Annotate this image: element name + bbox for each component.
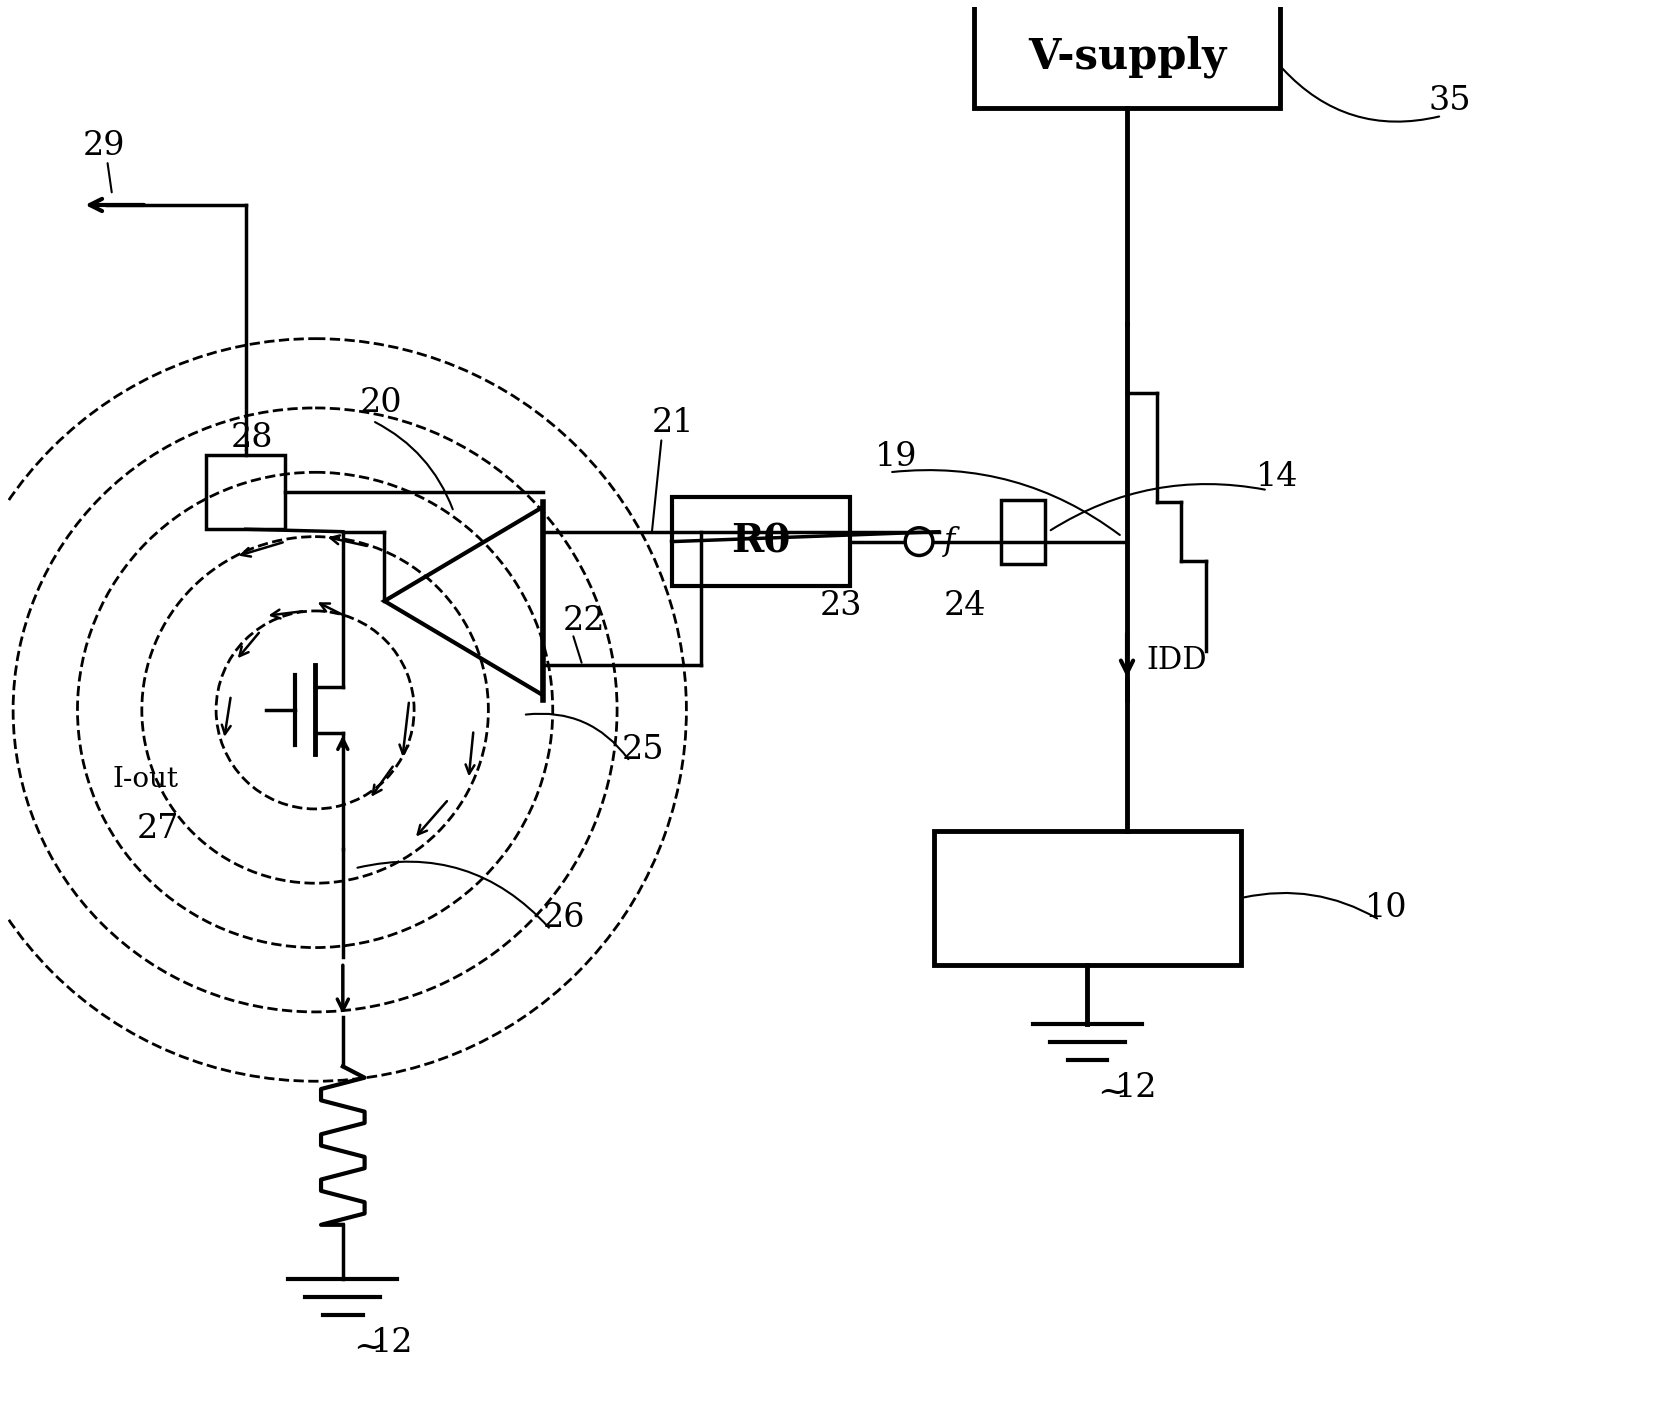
Text: 12: 12	[370, 1327, 414, 1359]
Text: 24: 24	[944, 590, 986, 622]
Text: 10: 10	[1365, 892, 1408, 924]
Text: 23: 23	[820, 590, 863, 622]
Text: 35: 35	[1429, 84, 1472, 117]
Text: 27: 27	[137, 813, 179, 844]
Text: ~: ~	[1097, 1075, 1128, 1109]
Text: 26: 26	[543, 902, 586, 934]
Text: 12: 12	[1115, 1072, 1158, 1103]
Text: I-out: I-out	[112, 765, 179, 792]
Text: 22: 22	[562, 605, 605, 637]
Text: R0: R0	[731, 522, 791, 560]
Bar	[207, 454, 286, 529]
Text: 20: 20	[359, 387, 402, 419]
Text: 19: 19	[875, 442, 916, 473]
Text: IDD: IDD	[1146, 644, 1207, 675]
Bar	[974, 4, 1280, 108]
Text: V-supply: V-supply	[1027, 35, 1226, 77]
Text: 21: 21	[652, 407, 695, 439]
Text: f: f	[944, 526, 954, 557]
Text: 29: 29	[83, 129, 126, 162]
Bar	[1001, 499, 1045, 564]
Bar	[935, 832, 1240, 965]
Text: 28: 28	[232, 422, 273, 453]
Text: ~: ~	[352, 1330, 384, 1363]
Bar	[672, 497, 850, 587]
Text: 14: 14	[1255, 461, 1298, 494]
Text: 25: 25	[622, 733, 665, 765]
